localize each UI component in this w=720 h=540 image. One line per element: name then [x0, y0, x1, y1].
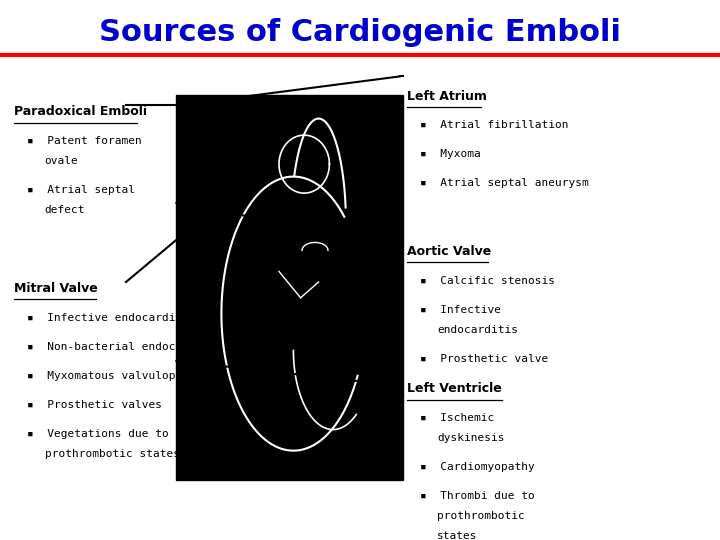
Text: ▪  Prosthetic valve: ▪ Prosthetic valve [420, 354, 548, 363]
Text: dyskinesis: dyskinesis [437, 433, 505, 443]
Text: Paradoxical Emboli: Paradoxical Emboli [14, 105, 148, 118]
Text: ▪  Patent foramen: ▪ Patent foramen [27, 136, 142, 146]
Text: Aortic Valve: Aortic Valve [407, 245, 491, 258]
Text: prothrombotic: prothrombotic [437, 511, 525, 521]
Text: ▪  Cardiomyopathy: ▪ Cardiomyopathy [420, 462, 534, 472]
Text: ▪  Prosthetic valves: ▪ Prosthetic valves [27, 400, 163, 409]
Text: prothrombotic states: prothrombotic states [45, 449, 180, 458]
Text: ▪  Ischemic: ▪ Ischemic [420, 413, 494, 423]
Text: ▪  Vegetations due to: ▪ Vegetations due to [27, 429, 169, 438]
Text: states: states [437, 531, 477, 540]
Text: ▪  Atrial septal: ▪ Atrial septal [27, 185, 135, 195]
Text: ▪  Atrial septal aneurysm: ▪ Atrial septal aneurysm [420, 178, 588, 188]
Text: Mitral Valve: Mitral Valve [14, 282, 98, 295]
Text: Left Atrium: Left Atrium [407, 90, 487, 103]
Text: ▪  Infective endocarditis: ▪ Infective endocarditis [27, 313, 196, 322]
Text: ▪  Non-bacterial endocarditis: ▪ Non-bacterial endocarditis [27, 342, 223, 352]
Text: ▪  Myxoma: ▪ Myxoma [420, 149, 480, 159]
Bar [176, 95, 403, 480]
Text: ovale: ovale [45, 156, 78, 166]
Text: defect: defect [45, 205, 85, 215]
Text: ▪  Thrombi due to: ▪ Thrombi due to [420, 491, 534, 501]
Text: ▪  Infective: ▪ Infective [420, 305, 501, 315]
Text: endocarditis: endocarditis [437, 325, 518, 335]
Text: ▪  Calcific stenosis: ▪ Calcific stenosis [420, 275, 554, 286]
Text: Left Ventricle: Left Ventricle [407, 382, 502, 395]
Text: ▪  Atrial fibrillation: ▪ Atrial fibrillation [420, 120, 568, 130]
Text: ▪  Myxomatous valvulopathy: ▪ Myxomatous valvulopathy [27, 370, 203, 381]
Text: Sources of Cardiogenic Emboli: Sources of Cardiogenic Emboli [99, 18, 621, 48]
